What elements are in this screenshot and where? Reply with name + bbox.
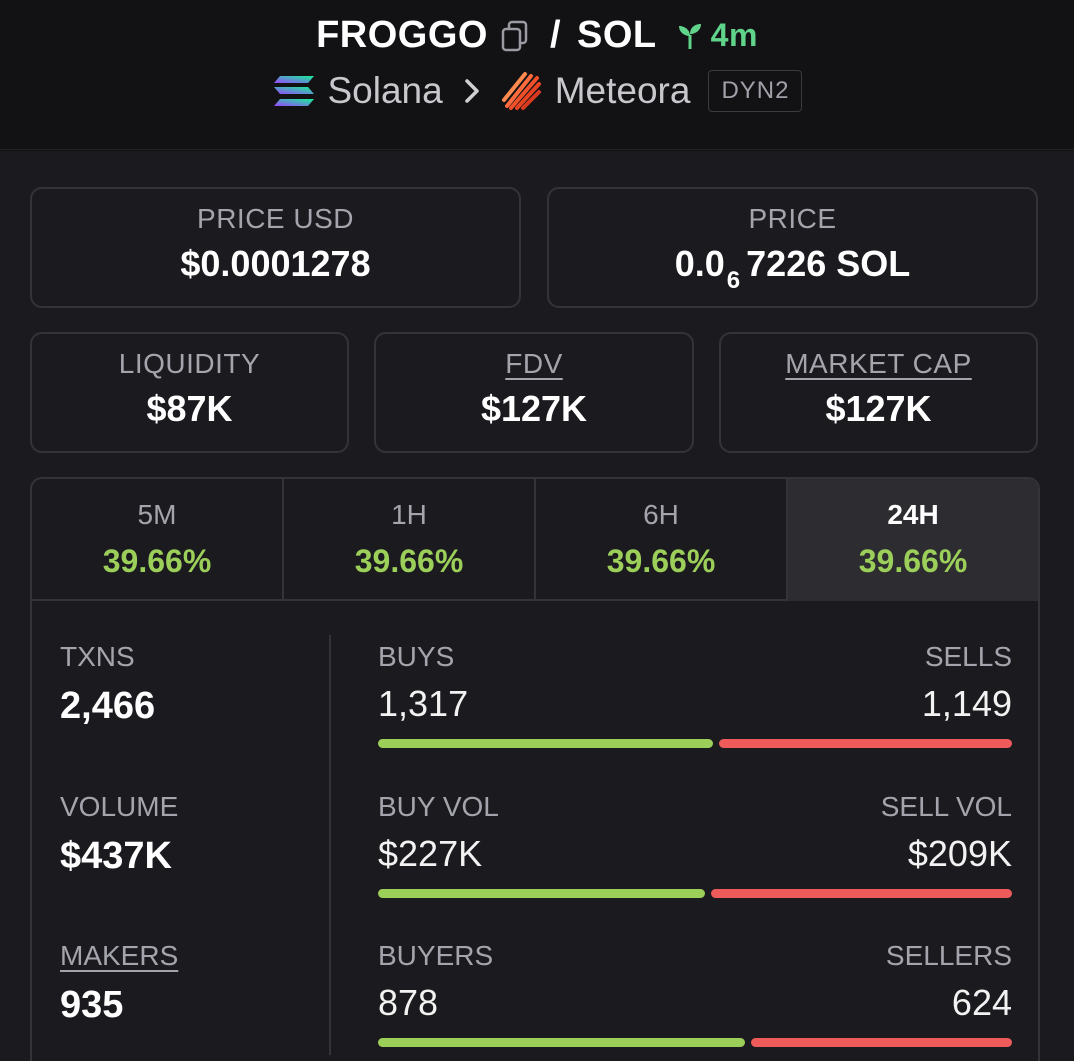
market-cap-label[interactable]: MARKET CAP	[785, 348, 972, 379]
chevron-right-icon	[463, 78, 481, 104]
txns-value: 2,466	[60, 685, 156, 727]
price-native-rest: 7226 SOL	[746, 243, 911, 284]
copy-icon[interactable]	[500, 20, 530, 52]
pair-age-text: 4m	[710, 17, 758, 53]
sell-vol-value: $209K	[907, 833, 1012, 874]
volume-bar	[378, 889, 1012, 898]
liquidity-label: LIQUIDITY	[118, 348, 261, 379]
makers-label[interactable]: MAKERS	[60, 940, 179, 971]
sprout-icon	[678, 23, 701, 49]
pair-age: 4m	[675, 17, 758, 54]
price-native-card: PRICE 0.06 7226 SOL	[547, 187, 1038, 308]
tab-label: 1H	[391, 499, 427, 530]
pair-separator: /	[549, 14, 562, 56]
fdv-card[interactable]: FDV $127K	[374, 332, 694, 453]
sell-vol-label: SELL VOL	[880, 791, 1012, 822]
tab-label: 6H	[643, 499, 679, 530]
tab-1h[interactable]: 1H 39.66%	[284, 479, 536, 601]
pair-header: FROGGO / SOL 4m	[0, 0, 1074, 150]
sell-bar	[751, 1038, 1012, 1047]
price-change: 39.66%	[606, 543, 716, 579]
price-native-zero-count: 6	[726, 267, 741, 294]
volume-value: $437K	[60, 835, 172, 877]
sells-value: 1,149	[921, 683, 1012, 724]
meteora-logo-icon	[501, 70, 543, 112]
makers-stat[interactable]: MAKERS 935	[60, 940, 178, 1027]
transaction-stats: TXNS 2,466 VOLUME $437K MAKERS 935 BUYS …	[30, 601, 1040, 1061]
liquidity-card: LIQUIDITY $87K	[30, 332, 349, 453]
tab-label: 24H	[887, 499, 939, 530]
buy-bar	[378, 889, 705, 898]
market-cap-card[interactable]: MARKET CAP $127K	[719, 332, 1038, 453]
dex-version-badge: DYN2	[708, 70, 803, 112]
tab-24h[interactable]: 24H 39.66%	[788, 479, 1038, 601]
sellers-label: SELLERS	[885, 940, 1012, 971]
price-change: 39.66%	[102, 543, 212, 579]
buy-bar	[378, 1038, 745, 1047]
buyers-sellers-bar	[378, 1038, 1012, 1047]
buyers-sellers-split: BUYERS SELLERS 878 624	[378, 940, 1012, 1047]
price-usd-value: $0.0001278	[180, 243, 371, 284]
txns-label: TXNS	[60, 641, 135, 672]
price-change: 39.66%	[858, 543, 968, 579]
fdv-value: $127K	[480, 388, 588, 429]
tab-5m[interactable]: 5M 39.66%	[32, 479, 284, 601]
sells-label: SELLS	[924, 641, 1012, 672]
market-cap-value: $127K	[825, 388, 932, 429]
tab-label: 5M	[137, 499, 177, 530]
price-native-value: 0.06 7226 SOL	[549, 243, 1036, 295]
price-native-prefix: 0.0	[674, 243, 725, 284]
buy-vol-value: $227K	[378, 833, 483, 874]
buys-sells-split: BUYS SELLS 1,317 1,149	[378, 641, 1012, 748]
liquidity-value: $87K	[146, 388, 233, 429]
volume-stat: VOLUME $437K	[60, 791, 178, 878]
buy-vol-label: BUY VOL	[378, 791, 499, 822]
sell-bar	[711, 889, 1012, 898]
tab-6h[interactable]: 6H 39.66%	[536, 479, 788, 601]
chain-link[interactable]: Solana	[327, 70, 443, 111]
fdv-label[interactable]: FDV	[505, 348, 563, 379]
buys-value: 1,317	[378, 683, 469, 724]
sellers-value: 624	[951, 982, 1012, 1023]
timeframe-tabs: 5M 39.66% 1H 39.66% 6H 39.66% 24H 39.66%	[30, 477, 1040, 601]
buys-label: BUYS	[378, 641, 455, 672]
stats-divider	[329, 635, 331, 1055]
quote-token-symbol: SOL	[577, 14, 657, 56]
price-native-label: PRICE	[748, 203, 837, 234]
price-usd-label: PRICE USD	[197, 203, 354, 234]
volume-label: VOLUME	[60, 791, 179, 822]
txns-stat: TXNS 2,466	[60, 641, 155, 728]
pair-title: FROGGO / SOL 4m	[0, 14, 1074, 57]
buyers-value: 878	[378, 982, 439, 1023]
solana-logo-icon	[272, 74, 316, 108]
breadcrumb: Solana Meteora DYN2	[0, 70, 1074, 112]
buys-sells-bar	[378, 739, 1012, 748]
dex-link[interactable]: Meteora	[554, 70, 691, 111]
volume-split: BUY VOL SELL VOL $227K $209K	[378, 791, 1012, 898]
price-usd-card: PRICE USD $0.0001278	[30, 187, 521, 308]
price-change: 39.66%	[354, 543, 464, 579]
base-token-symbol: FROGGO	[316, 14, 488, 56]
buy-bar	[378, 739, 713, 748]
buyers-label: BUYERS	[378, 940, 494, 971]
pair-info-panel: PRICE USD $0.0001278 PRICE 0.06 7226 SOL …	[0, 151, 1074, 1061]
sell-bar	[719, 739, 1012, 748]
makers-value: 935	[60, 984, 124, 1026]
